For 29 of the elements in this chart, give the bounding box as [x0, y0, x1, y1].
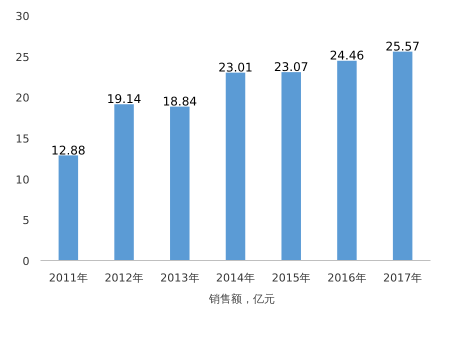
bar: [170, 106, 190, 260]
text: 销售额，亿元: [209, 292, 275, 306]
y-tick-label: 5: [22, 214, 30, 228]
data-label: 25.57: [385, 40, 420, 54]
bar: [58, 155, 78, 260]
data-label: 24.46: [330, 48, 364, 63]
data-label: 23.01: [218, 60, 253, 75]
data-label: 19.14: [106, 92, 142, 106]
x-tick-label: 2014年: [216, 272, 256, 284]
x-tick-label: 2013年: [160, 272, 200, 284]
data-label: 12.88: [51, 143, 86, 158]
y-tick-label: 0: [22, 255, 30, 268]
bar: [337, 60, 357, 260]
data-label: 18.84: [162, 94, 197, 109]
x-tick-label: 2017年: [383, 272, 422, 284]
data-label: 23.07: [274, 60, 308, 74]
x-tick-label: 2015年: [272, 272, 311, 284]
bar: [226, 72, 246, 260]
x-tick-label: 2016年: [327, 272, 366, 284]
y-tick-label: 10: [16, 173, 30, 186]
y-tick-label: 15: [16, 132, 30, 146]
y-tick-label: 25: [16, 50, 30, 64]
bar: [392, 52, 412, 260]
y-tick-label: 20: [16, 92, 30, 105]
x-tick-label: 2012年: [104, 272, 144, 284]
y-tick-label: 30: [16, 10, 30, 23]
x-tick-label: 2011年: [48, 272, 88, 284]
bar: [114, 104, 134, 260]
bar: [281, 72, 301, 260]
